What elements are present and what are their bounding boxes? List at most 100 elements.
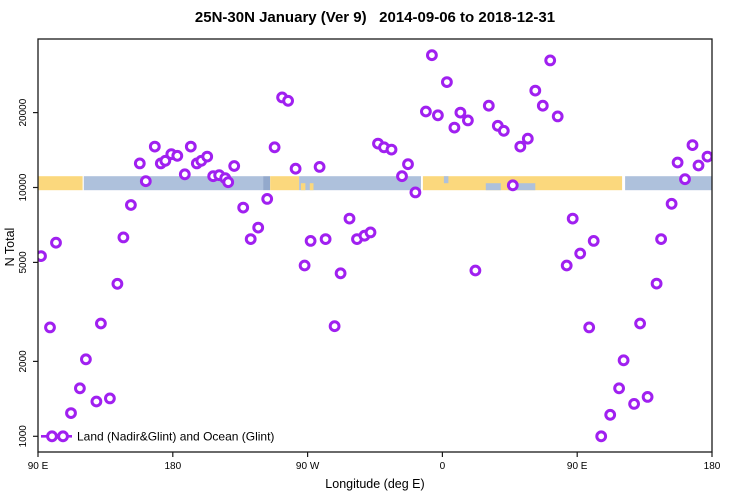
data-point <box>469 264 482 277</box>
data-point <box>304 235 317 247</box>
data-point <box>692 159 705 172</box>
y-tick-label: 2000 <box>18 350 29 373</box>
band-segment-land <box>38 176 83 191</box>
data-point <box>261 193 274 205</box>
data-point <box>613 382 625 395</box>
x-tick-label: 90 W <box>296 461 320 472</box>
chart-title: 25N-30N January (Ver 9) 2014-09-06 to 20… <box>194 9 556 26</box>
data-point <box>178 168 191 181</box>
x-tick-label: 180 <box>164 461 181 472</box>
data-point <box>74 382 86 395</box>
data-point <box>604 408 617 421</box>
data-point <box>402 158 414 171</box>
data-point <box>289 162 302 175</box>
plot-border <box>37 38 713 453</box>
scatter-points <box>38 49 712 443</box>
band-overlay-ocean <box>508 183 536 191</box>
data-point <box>50 236 62 249</box>
data-point <box>65 407 77 420</box>
data-point <box>583 321 596 334</box>
data-point <box>328 320 341 333</box>
data-point <box>686 139 699 152</box>
legend-label: Land (Nadir&Glint) and Ocean (Glint) <box>77 430 274 444</box>
x-tick-label: 90 E <box>28 461 49 472</box>
band-segment-ocean <box>299 176 421 191</box>
data-point <box>497 124 510 137</box>
data-point <box>701 150 712 163</box>
data-point <box>514 140 527 153</box>
data-point <box>420 105 432 118</box>
data-point <box>44 321 56 334</box>
data-point <box>432 109 444 122</box>
data-point <box>244 233 257 246</box>
data-point <box>298 259 311 272</box>
data-point <box>448 121 461 134</box>
data-point <box>252 221 265 234</box>
band-overlay-land <box>309 183 314 191</box>
data-point <box>385 143 398 156</box>
data-point <box>111 277 124 290</box>
data-point <box>650 277 663 290</box>
data-point <box>566 212 579 225</box>
band-overlay-land <box>300 183 306 191</box>
x-tick-label: 180 <box>704 461 721 472</box>
data-point <box>536 99 549 112</box>
data-point <box>222 176 235 189</box>
data-point <box>133 157 146 170</box>
data-point <box>104 392 116 405</box>
data-point <box>482 99 495 112</box>
data-point <box>628 398 640 410</box>
legend-marker-icon <box>46 430 58 443</box>
band-segment-ocean <box>625 176 712 191</box>
data-point <box>95 317 107 330</box>
data-point <box>139 175 152 188</box>
data-point <box>551 110 564 123</box>
data-point <box>184 140 197 153</box>
y-tick-label: 5000 <box>18 251 29 274</box>
data-point <box>426 49 438 62</box>
x-axis-title: Longitude (deg E) <box>325 477 425 491</box>
data-point <box>148 140 161 153</box>
data-point <box>462 114 474 127</box>
data-point <box>228 160 241 172</box>
data-point <box>587 235 600 247</box>
data-point <box>396 170 408 183</box>
data-point <box>38 250 47 262</box>
data-point <box>454 106 467 119</box>
data-point <box>282 94 295 107</box>
data-point <box>319 233 332 246</box>
data-point <box>334 267 347 280</box>
data-point <box>117 231 130 244</box>
legend-marker-icon <box>57 430 69 443</box>
data-point <box>201 150 214 163</box>
band-segment-ocean <box>83 176 264 191</box>
data-point <box>171 149 184 162</box>
data-point <box>529 84 542 97</box>
x-tick-label: 90 E <box>567 461 588 472</box>
y-tick-label: 1000 <box>18 425 29 448</box>
data-point <box>521 132 534 145</box>
data-point <box>506 179 519 192</box>
data-point <box>634 317 646 330</box>
data-point <box>237 201 250 214</box>
data-point <box>124 199 137 211</box>
data-point <box>617 354 630 367</box>
band-segment-land <box>270 176 300 191</box>
data-point <box>655 233 667 246</box>
data-point <box>80 353 92 366</box>
data-point <box>268 141 281 154</box>
y-tick-label: 20000 <box>18 98 29 126</box>
data-point <box>665 197 678 210</box>
data-point <box>679 173 691 186</box>
data-point <box>343 212 356 225</box>
data-point <box>574 247 587 260</box>
data-point <box>441 76 453 88</box>
data-point <box>90 395 103 408</box>
data-point <box>544 54 557 67</box>
x-tick-label: 0 <box>440 461 446 472</box>
legend: Land (Nadir&Glint) and Ocean (Glint) <box>41 430 274 444</box>
band-overlay-ocean <box>485 183 501 191</box>
data-point <box>641 391 654 403</box>
